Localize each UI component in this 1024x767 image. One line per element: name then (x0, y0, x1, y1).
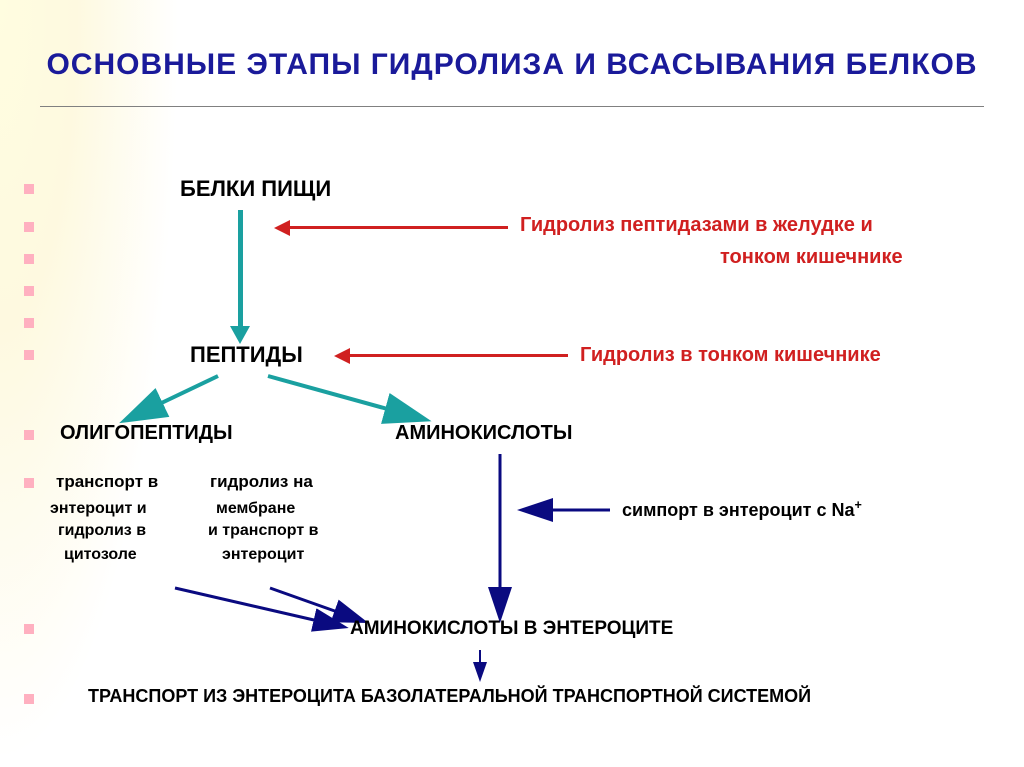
node-proteins: БЕЛКИ ПИЩИ (180, 176, 331, 202)
node-aa-enterocyte: АМИНОКИСЛОТЫ В ЭНТЕРОЦИТЕ (350, 618, 673, 640)
text-membrane-1: гидролиз на (210, 472, 313, 492)
text-transport-3: гидролиз в (58, 522, 146, 540)
text-transport-2: энтероцит и (50, 500, 147, 518)
annot-hydrolysis-intestine: Гидролиз в тонком кишечнике (580, 344, 881, 367)
arrow-head (274, 220, 290, 236)
node-oligopeptides: ОЛИГОПЕПТИДЫ (60, 422, 233, 445)
bullet (24, 222, 34, 232)
bullet (24, 624, 34, 634)
node-transport-system: ТРАНСПОРТ ИЗ ЭНТЕРОЦИТА БАЗОЛАТЕРАЛЬНОЙ … (88, 686, 811, 707)
text-transport-4: цитозоле (64, 546, 137, 564)
annot-hydrolysis-stomach: Гидролиз пептидазами в желудке и (520, 214, 873, 237)
bullet (24, 430, 34, 440)
arrow-split (0, 0, 1024, 767)
text-membrane-2: мембране (216, 500, 295, 518)
bullet (24, 478, 34, 488)
text-transport-1: транспорт в (56, 472, 158, 492)
divider (40, 106, 984, 107)
annot-hydrolysis-stomach-2: тонком кишечнике (720, 246, 903, 269)
bullet (24, 184, 34, 194)
text-membrane-3: и транспорт в (208, 522, 318, 540)
bullet (24, 254, 34, 264)
annot-symport: симпорт в энтероцит с Na+ (622, 498, 862, 521)
arrow-head (334, 348, 350, 364)
bullet (24, 318, 34, 328)
text-membrane-4: энтероцит (222, 546, 304, 564)
node-peptides: ПЕПТИДЫ (190, 342, 303, 368)
node-aminoacids: АМИНОКИСЛОТЫ (395, 422, 572, 445)
arrow-red-2 (350, 354, 568, 357)
arrow-red-1 (290, 226, 508, 229)
bullet (24, 286, 34, 296)
bullet (24, 694, 34, 704)
bullet (24, 350, 34, 360)
slide-title: ОСНОВНЫЕ ЭТАПЫ ГИДРОЛИЗА И ВСАСЫВАНИЯ БЕ… (0, 0, 1024, 82)
arrow-down-1 (238, 210, 243, 328)
